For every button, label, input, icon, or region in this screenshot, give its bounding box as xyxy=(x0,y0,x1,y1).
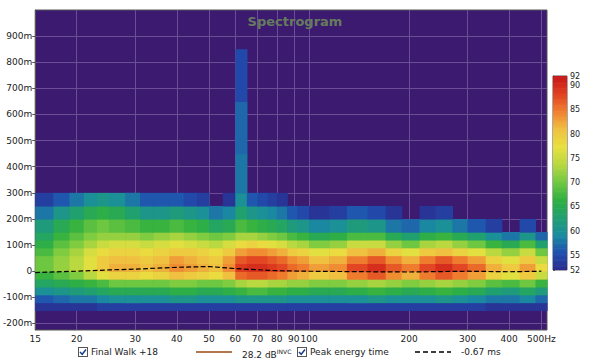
svg-text:100m: 100m xyxy=(6,240,32,250)
svg-text:300: 300 xyxy=(459,334,476,344)
svg-text:400m: 400m xyxy=(6,162,32,172)
svg-text:-100m: -100m xyxy=(3,292,32,302)
svg-text:15: 15 xyxy=(29,334,40,344)
svg-text:20: 20 xyxy=(71,334,83,344)
svg-text:30: 30 xyxy=(130,334,142,344)
svg-text:200m: 200m xyxy=(6,214,32,224)
svg-text:40: 40 xyxy=(171,334,183,344)
svg-text:90: 90 xyxy=(288,334,300,344)
svg-text:Spectrogram: Spectrogram xyxy=(248,14,343,29)
svg-text:80: 80 xyxy=(570,130,580,139)
svg-text:65: 65 xyxy=(570,202,580,211)
html-text:Final Walk +18: Final Walk +18 xyxy=(91,347,158,357)
svg-text:50: 50 xyxy=(203,334,215,344)
svg-text:80: 80 xyxy=(271,334,283,344)
html-text:Peak energy time: Peak energy time xyxy=(310,347,389,357)
html-text:-0.67 ms: -0.67 ms xyxy=(461,347,501,357)
svg-text:800m: 800m xyxy=(6,57,32,67)
svg-text:60: 60 xyxy=(230,334,242,344)
svg-text:500m: 500m xyxy=(6,136,32,146)
svg-text:-200m: -200m xyxy=(3,318,32,328)
svg-text:400: 400 xyxy=(501,334,518,344)
svg-text:300m: 300m xyxy=(6,188,32,198)
svg-text:60: 60 xyxy=(570,227,580,236)
svg-text:52: 52 xyxy=(570,266,580,275)
svg-text:92: 92 xyxy=(570,72,580,81)
svg-text:100: 100 xyxy=(300,334,317,344)
svg-text:700m: 700m xyxy=(6,83,32,93)
svg-text:500Hz: 500Hz xyxy=(527,334,556,344)
svg-text:70: 70 xyxy=(252,334,264,344)
svg-text:85: 85 xyxy=(570,105,580,114)
svg-text:0: 0 xyxy=(26,266,32,276)
svg-text:900m: 900m xyxy=(6,31,32,41)
svg-text:75: 75 xyxy=(570,154,580,163)
html-text:28.2 dBINVC: 28.2 dBINVC xyxy=(242,348,292,360)
svg-text:90: 90 xyxy=(570,81,580,90)
svg-text:55: 55 xyxy=(570,251,580,260)
svg-text:70: 70 xyxy=(570,178,580,187)
svg-text:600m: 600m xyxy=(6,109,32,119)
svg-text:200: 200 xyxy=(400,334,417,344)
